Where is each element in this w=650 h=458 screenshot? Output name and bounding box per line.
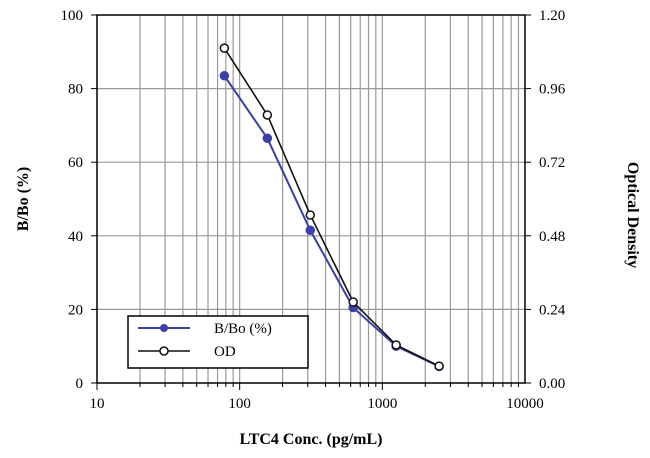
y-tick-label: 60: [68, 155, 83, 171]
data-point-od: [434, 361, 444, 371]
data-point-bbo: [305, 225, 316, 236]
data-point-od: [305, 210, 316, 220]
x-tick-label: 10: [90, 396, 105, 412]
x-tick-label: 10000: [506, 396, 544, 412]
y-tick-label: 80: [68, 82, 83, 98]
data-point-bbo: [262, 133, 273, 144]
series-line-bbo: [223, 75, 440, 368]
data-point-od: [219, 43, 230, 53]
legend-label-bbo: B/Bo (%): [214, 321, 272, 337]
legend-label-od: OD: [214, 344, 236, 360]
legend-marker-bbo: [160, 324, 168, 332]
y2-tick-label: 1.20: [539, 8, 565, 24]
y2-tick-label: 0.00: [539, 376, 565, 392]
y-tick-label: 40: [68, 229, 83, 245]
y-tick-label: 20: [68, 302, 83, 318]
y2-axis-label: Optical Density: [624, 162, 641, 268]
x-tick-label: 100: [228, 396, 251, 412]
series-line-od: [223, 47, 440, 367]
x-axis-label: LTC4 Conc. (pg/mL): [240, 431, 383, 448]
y-tick-label: 100: [61, 8, 84, 24]
plot-frame: [96, 14, 526, 384]
data-point-od: [391, 340, 401, 350]
legend-marker-od: [159, 346, 169, 356]
y2-tick-label: 0.96: [539, 82, 566, 98]
data-point-bbo: [219, 70, 230, 81]
y-axis-label: B/Bo (%): [15, 167, 32, 231]
y2-tick-label: 0.24: [539, 302, 566, 318]
y2-tick-label: 0.72: [539, 155, 565, 171]
legend: B/Bo (%) OD: [127, 315, 309, 369]
y-tick-label: 0: [76, 376, 84, 392]
data-point-od: [348, 297, 358, 307]
x-tick-label: 1000: [367, 396, 397, 412]
data-point-od: [262, 110, 273, 120]
grid: [97, 15, 525, 383]
y2-tick-label: 0.48: [539, 229, 565, 245]
